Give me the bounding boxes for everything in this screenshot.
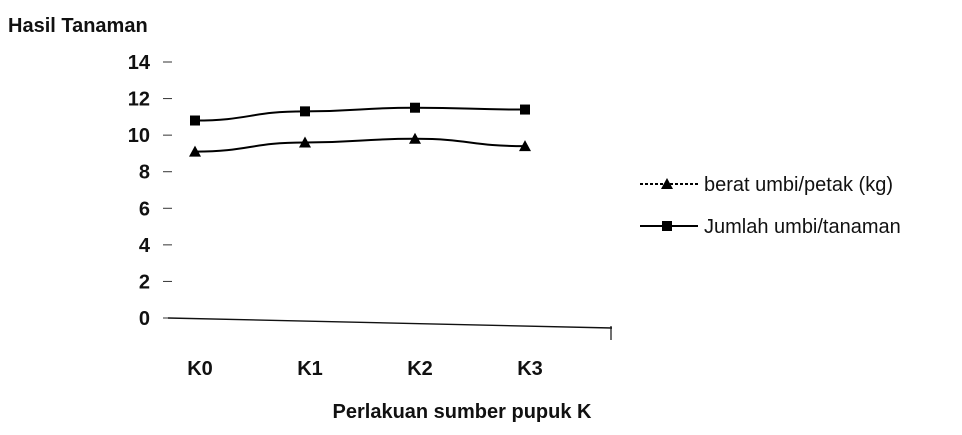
- data-point-triangle: [189, 145, 201, 157]
- y-tick-label: 10: [128, 125, 150, 147]
- data-point-square: [410, 102, 420, 113]
- x-tick-label: K0: [187, 358, 213, 380]
- x-tick-label: K1: [297, 358, 323, 380]
- y-tick-label: 14: [128, 52, 151, 74]
- y-axis-ticks: 0 2 4 6 8 10 12 14: [128, 52, 172, 330]
- legend-marker-triangle: [661, 178, 673, 189]
- y-tick-label: 6: [139, 198, 150, 220]
- data-point-square: [520, 104, 530, 115]
- x-axis-ticks: K0 K1 K2 K3: [187, 358, 543, 380]
- legend: berat umbi/petak (kg) Jumlah umbi/tanaman: [640, 174, 901, 238]
- legend-label: Jumlah umbi/tanaman: [704, 216, 901, 238]
- series-line-0: [194, 137, 526, 153]
- data-point-triangle: [519, 140, 531, 152]
- x-axis-line: [167, 317, 613, 329]
- y-tick-label: 8: [139, 162, 150, 184]
- series-lines: [194, 106, 526, 153]
- series-markers: [189, 102, 531, 157]
- legend-marker-square: [662, 221, 672, 231]
- legend-label: berat umbi/petak (kg): [704, 174, 893, 196]
- x-tick-label: K3: [517, 358, 543, 380]
- y-tick-label: 4: [139, 235, 151, 257]
- x-tick-label: K2: [407, 358, 433, 380]
- series-line-1: [194, 106, 526, 122]
- y-tick-label: 0: [139, 308, 150, 330]
- y-axis-label: Hasil Tanaman: [8, 15, 148, 37]
- data-point-triangle: [409, 132, 421, 144]
- y-tick-label: 12: [128, 89, 150, 111]
- y-tick-label: 2: [139, 271, 150, 293]
- x-axis-label: Perlakuan sumber pupuk K: [333, 401, 593, 423]
- data-point-triangle: [299, 136, 311, 148]
- data-point-square: [190, 115, 200, 126]
- data-point-square: [300, 106, 310, 117]
